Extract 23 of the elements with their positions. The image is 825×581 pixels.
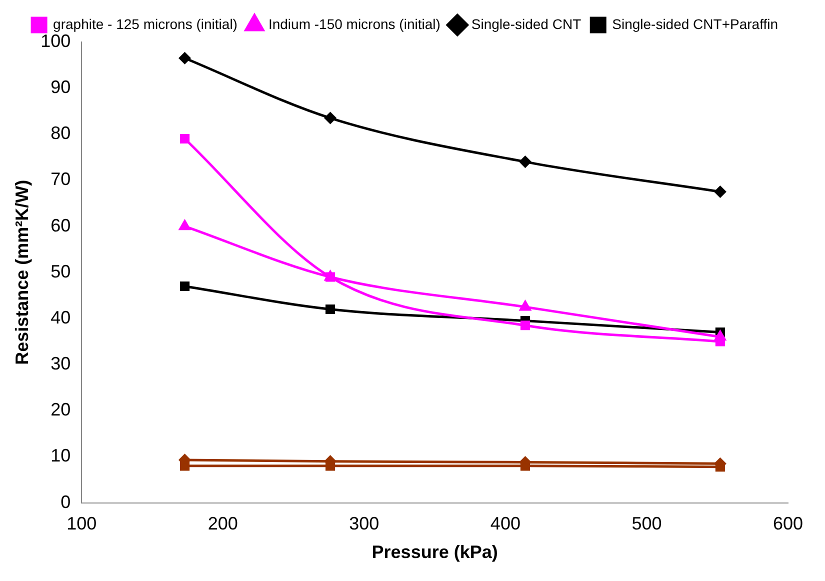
x-tick-label: 100 [66, 514, 97, 534]
y-tick-label: 80 [50, 123, 71, 144]
y-tick-label: 100 [40, 30, 71, 51]
x-tick-label: 300 [349, 514, 380, 534]
x-tick-label: 500 [632, 514, 662, 534]
y-tick-label: 10 [50, 446, 71, 466]
y-tick-label: 90 [50, 77, 71, 98]
y-tick-label: 50 [50, 261, 71, 282]
y-tick-label: 30 [50, 354, 71, 374]
x-tick-label: 200 [208, 514, 238, 534]
x-tick-label: 600 [772, 514, 804, 534]
x-axis-title: Pressure (kPa) [372, 542, 498, 562]
legend-label: Single-sided CNT+Paraffin [612, 16, 778, 32]
legend-label: Indium -150 microns (initial) [268, 16, 440, 32]
y-axis-title: Resistance (mm²K/W) [12, 180, 32, 365]
y-tick-label: 60 [50, 215, 71, 236]
y-tick-label: 40 [50, 307, 71, 328]
y-tick-label: 0 [60, 492, 71, 512]
legend-label: Single-sided CNT [471, 16, 582, 32]
x-tick-label: 400 [490, 514, 520, 534]
y-tick-label: 70 [50, 169, 71, 190]
legend-label: graphite - 125 microns (initial) [53, 16, 238, 32]
y-tick-label: 20 [50, 400, 71, 420]
